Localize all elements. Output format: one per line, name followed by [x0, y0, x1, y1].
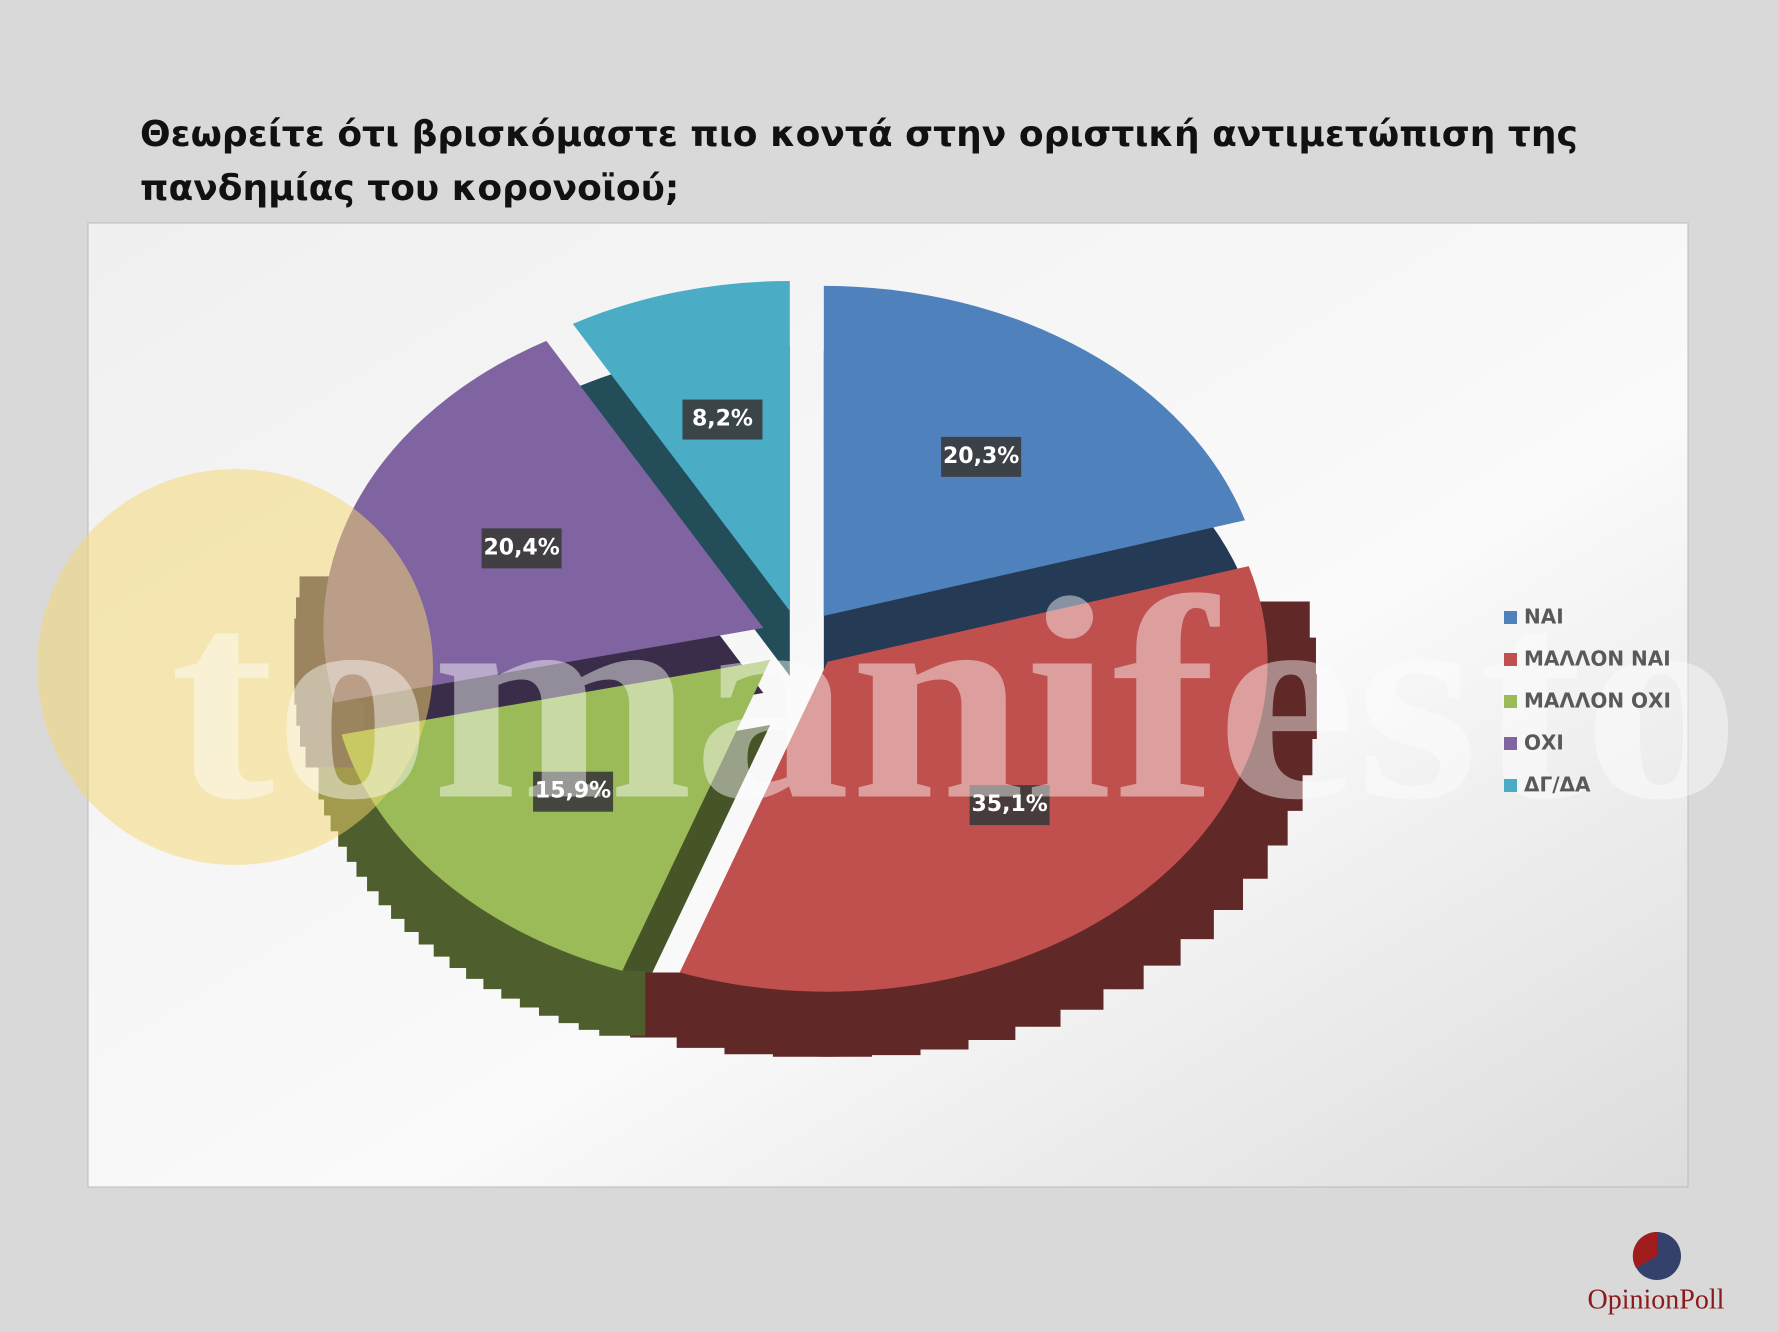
legend-label: ΜΑΛΛΟΝ ΟΧΙ: [1524, 689, 1671, 713]
slice: [341, 659, 771, 971]
legend-label: ΜΑΛΛΟΝ ΝΑΙ: [1524, 647, 1671, 671]
data-label: 20,3%: [943, 444, 1019, 469]
slice: [679, 566, 1268, 992]
legend-swatch: [1504, 779, 1517, 792]
label-box: [969, 785, 1050, 826]
data-label: 35,1%: [971, 792, 1047, 817]
label-box: [941, 436, 1022, 477]
watermark-text: tomanifesto: [170, 539, 1740, 860]
logo-wedge: [1632, 1231, 1657, 1268]
data-label: 20,4%: [483, 535, 559, 560]
legend-label: ΔΓ/ΔΑ: [1524, 773, 1591, 797]
watermark: tomanifesto: [37, 469, 1740, 865]
slice: [572, 280, 790, 611]
label-box: [481, 528, 562, 569]
label-box: [533, 771, 614, 812]
legend-swatch: [1504, 653, 1517, 666]
legend-swatch: [1504, 737, 1517, 750]
chart-title: Θεωρείτε ότι βρισκόμαστε πιο κοντά στην …: [140, 114, 1578, 209]
slice: [823, 285, 1245, 616]
title-line: πανδημίας του κορονοϊού;: [140, 168, 679, 209]
slice: [323, 340, 764, 703]
logo-text: OpinionPoll: [1588, 1284, 1725, 1315]
data-label: 15,9%: [535, 779, 611, 804]
title-line: Θεωρείτε ότι βρισκόμαστε πιο κοντά στην …: [140, 114, 1578, 155]
data-label: 8,2%: [692, 407, 753, 432]
legend-label: ΟΧΙ: [1524, 731, 1564, 755]
label-box: [682, 399, 763, 440]
legend-label: ΝΑΙ: [1524, 605, 1564, 629]
legend-swatch: [1504, 695, 1517, 708]
watermark-circle: [37, 469, 433, 865]
legend-swatch: [1504, 611, 1517, 624]
pie: 20,3% 35,1% 15,9% 20,4% 8,2%: [294, 280, 1317, 1057]
logo: OpinionPoll: [1588, 1231, 1725, 1315]
legend: ΝΑΙ ΜΑΛΛΟΝ ΝΑΙ ΜΑΛΛΟΝ ΟΧΙ ΟΧΙ ΔΓ/ΔΑ: [1504, 605, 1671, 797]
